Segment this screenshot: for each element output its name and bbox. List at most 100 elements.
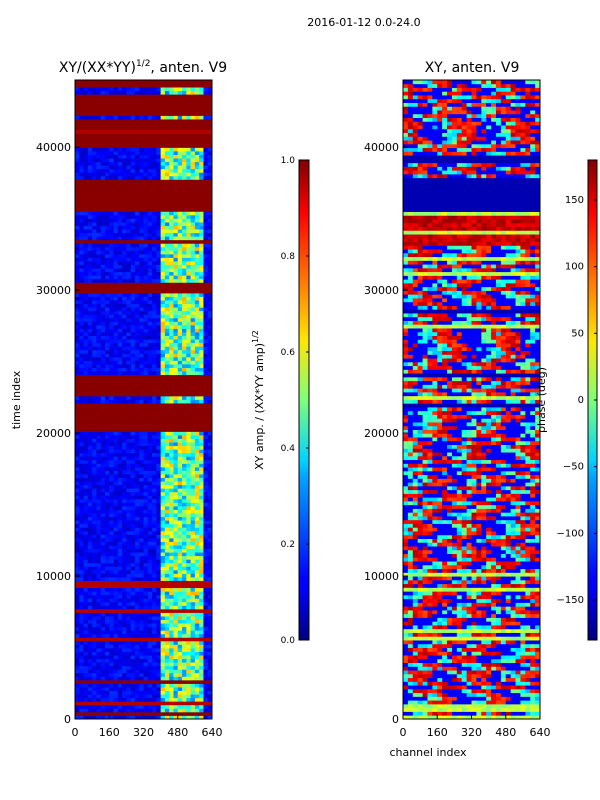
left-heatmap-cell: [186, 690, 191, 695]
left-heatmap-cell: [152, 555, 157, 560]
left-heatmap-cell: [186, 566, 191, 571]
left-heatmap-cell: [104, 594, 110, 599]
left-heatmap-cell: [109, 324, 114, 329]
left-heatmap-cell: [199, 537, 204, 542]
left-heatmap-cell: [177, 601, 183, 606]
left-heatmap-cell: [199, 644, 204, 649]
left-heatmap-cell: [104, 417, 110, 422]
left-heatmap-cell: [152, 552, 157, 557]
left-heatmap-cell: [160, 484, 166, 489]
left-heatmap-cell: [75, 474, 80, 478]
left-heatmap-cell: [122, 165, 127, 170]
left-heatmap-cell: [190, 679, 196, 684]
left-heatmap-cell: [173, 410, 179, 415]
left-heatmap-cell: [87, 633, 93, 638]
left-heatmap-cell: [160, 672, 166, 677]
left-heatmap-cell: [177, 442, 183, 447]
left-heatmap-cell: [177, 534, 183, 539]
left-heatmap-cell: [117, 225, 123, 230]
left-heatmap-cell: [122, 332, 127, 336]
left-heatmap-cell: [169, 179, 174, 184]
left-heatmap-cell: [134, 367, 140, 372]
left-heatmap-cell: [100, 566, 106, 571]
left-heatmap-cell: [109, 410, 114, 415]
left-heatmap-cell: [96, 239, 102, 244]
left-heatmap-cell: [122, 225, 127, 230]
left-heatmap-cell: [182, 427, 187, 432]
left-heatmap-cell: [75, 353, 80, 358]
left-heatmap-cell: [75, 491, 80, 496]
left-heatmap-cell: [130, 463, 136, 468]
left-heatmap-cell: [104, 435, 110, 439]
left-heatmap-cell: [190, 378, 196, 383]
left-heatmap-cell: [203, 470, 209, 475]
left-heatmap-cell: [156, 616, 162, 620]
left-heatmap-cell: [117, 229, 123, 234]
left-heatmap-cell: [164, 559, 170, 564]
left-heatmap-cell: [79, 658, 84, 663]
left-heatmap-cell: [104, 324, 110, 329]
left-heatmap-cell: [203, 676, 209, 681]
left-heatmap-cell: [160, 193, 166, 198]
left-heatmap-cell: [160, 324, 166, 329]
left-heatmap-cell: [100, 534, 106, 539]
left-heatmap-cell: [130, 314, 136, 319]
left-heatmap-cell: [173, 186, 179, 191]
left-heatmap-cell: [190, 285, 196, 290]
left-heatmap-cell: [164, 335, 170, 340]
left-heatmap-cell: [194, 598, 200, 603]
left-heatmap-cell: [75, 626, 80, 631]
left-heatmap-cell: [194, 459, 200, 464]
left-heatmap-cell: [190, 314, 196, 319]
left-heatmap-cell: [79, 459, 84, 464]
left-heatmap-cell: [203, 491, 209, 496]
left-heatmap-cell: [182, 459, 187, 464]
left-heatmap-cell: [160, 605, 166, 610]
left-heatmap-cell: [177, 608, 183, 613]
left-heatmap-cell: [160, 268, 166, 273]
left-heatmap-cell: [203, 193, 209, 198]
left-heatmap-cell: [143, 474, 149, 478]
left-heatmap-cell: [134, 417, 140, 422]
left-heatmap-cell: [100, 481, 106, 486]
left-heatmap-cell: [190, 250, 196, 255]
left-heatmap-cell: [207, 523, 213, 528]
left-heatmap-cell: [199, 463, 204, 468]
left-heatmap-cell: [87, 356, 93, 361]
left-heatmap-cell: [134, 413, 140, 418]
left-heatmap-cell: [173, 239, 179, 244]
left-heatmap-cell: [134, 399, 140, 404]
left-heatmap-cell: [156, 332, 162, 336]
left-heatmap-cell: [130, 285, 136, 290]
left-heatmap-cell: [194, 293, 200, 297]
left-heatmap-cell: [186, 452, 191, 457]
left-heatmap-cell: [152, 190, 157, 194]
left-heatmap-cell: [79, 676, 84, 681]
left-heatmap-cell: [194, 559, 200, 564]
left-heatmap-cell: [169, 577, 174, 581]
left-heatmap-cell: [113, 378, 119, 383]
left-heatmap-cell: [199, 488, 204, 493]
left-heatmap-cell: [203, 293, 209, 297]
left-heatmap-cell: [160, 420, 166, 425]
left-heatmap-cell: [122, 463, 127, 468]
left-heatmap-cell: [126, 285, 132, 290]
left-heatmap-cell: [160, 559, 166, 564]
left-heatmap-cell: [143, 225, 149, 230]
left-heatmap-cell: [113, 541, 119, 546]
left-heatmap-cell: [139, 172, 144, 177]
left-heatmap-cell: [100, 356, 106, 361]
left-heatmap-cell: [104, 562, 110, 567]
left-heatmap-cell: [160, 403, 166, 407]
left-heatmap-cell: [186, 229, 191, 234]
left-heatmap-cell: [100, 335, 106, 340]
left-heatmap-cell: [100, 463, 106, 468]
left-heatmap-cell: [147, 257, 153, 262]
left-heatmap-cell: [203, 289, 209, 294]
left-heatmap-cell: [186, 399, 191, 404]
left-heatmap-cell: [182, 481, 187, 486]
left-heatmap-cell: [117, 662, 123, 667]
left-heatmap-cell: [75, 268, 80, 273]
left-heatmap-cell: [169, 697, 174, 702]
left-heatmap-cell: [207, 616, 213, 620]
